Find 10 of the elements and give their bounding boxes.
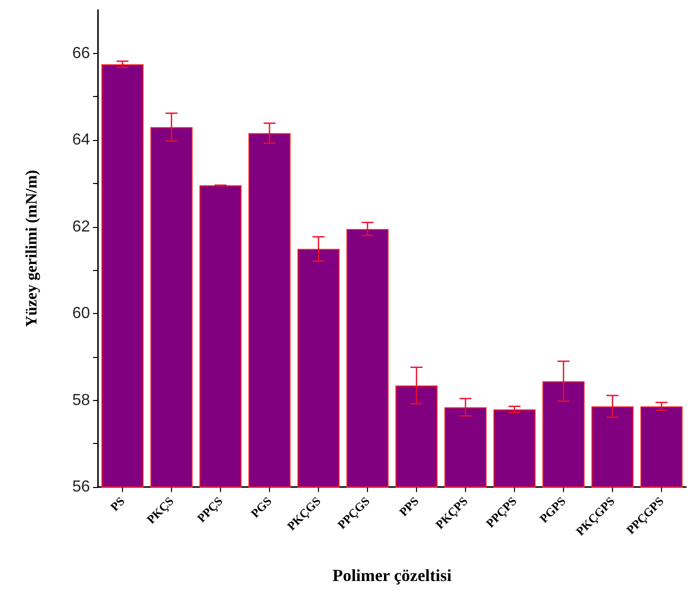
y-tick-label: 64 [72, 132, 90, 149]
x-axis-title: Polimer çözeltisi [332, 566, 452, 585]
y-tick-label: 66 [72, 44, 90, 62]
y-tick-label: 58 [72, 392, 90, 409]
y-tick-label: 60 [72, 305, 90, 322]
y-tick-label: 56 [72, 478, 90, 496]
x-tick-label: PPS [396, 494, 422, 520]
y-axis-title: Yüzey gerilimi (mN/m) [24, 170, 40, 328]
x-tick-label: PS [108, 494, 128, 514]
y-tick-label: 62 [72, 218, 90, 236]
